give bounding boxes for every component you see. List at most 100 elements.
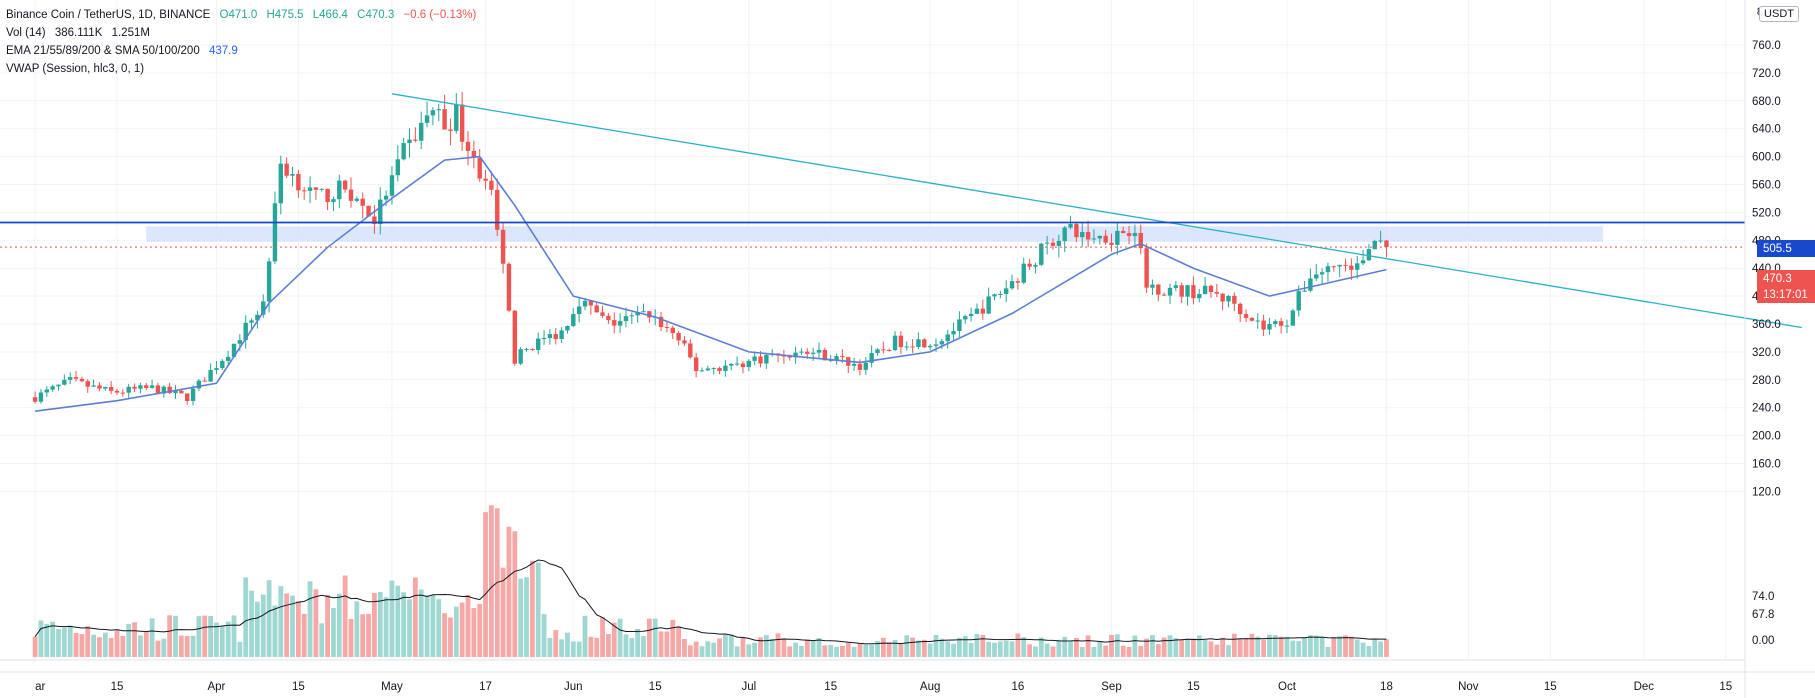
volume-bar xyxy=(1331,636,1337,657)
candle-body xyxy=(805,351,810,354)
volume-bar xyxy=(301,613,307,657)
candle-body xyxy=(354,198,360,201)
candle-body xyxy=(108,386,114,391)
candle-body xyxy=(536,338,541,351)
volume-bar xyxy=(904,635,910,657)
volume-bar xyxy=(178,635,184,657)
candle-body xyxy=(1290,310,1296,326)
candle-body xyxy=(1185,285,1190,297)
volume-bar xyxy=(629,638,635,657)
last-price-tag: 470.3 xyxy=(1757,270,1815,287)
candle-body xyxy=(875,349,880,354)
resistance-zone xyxy=(146,226,1603,242)
volume-bars xyxy=(32,505,1389,657)
candle-body xyxy=(272,203,278,262)
candle-body xyxy=(887,349,892,351)
volume-bar xyxy=(1173,638,1179,657)
volume-bar xyxy=(161,638,167,657)
time-tick-label: 16 xyxy=(1012,681,1025,693)
candle-body xyxy=(436,109,441,111)
volume-bar xyxy=(290,595,295,657)
legend-symbol[interactable]: Binance Coin / TetherUS, 1D, BINANCE xyxy=(6,9,211,21)
volume-bar xyxy=(32,636,38,657)
candle-body xyxy=(898,335,904,348)
volume-bar xyxy=(1079,646,1085,657)
volume-bar xyxy=(489,505,494,657)
time-tick-label: 15 xyxy=(649,681,662,693)
volume-bar xyxy=(910,637,915,657)
candle-body xyxy=(44,389,49,393)
candle-body xyxy=(781,355,787,357)
candle-body xyxy=(810,352,816,354)
volume-bar xyxy=(1044,643,1050,657)
volume-bar xyxy=(582,615,588,657)
volume-bar xyxy=(372,592,377,657)
volume-bar xyxy=(1313,635,1319,657)
volume-bar xyxy=(769,639,775,657)
volume-bar xyxy=(793,642,798,657)
volume-bar xyxy=(524,577,529,657)
candle-body xyxy=(787,356,792,358)
volume-bar xyxy=(412,577,418,657)
candles xyxy=(32,91,1389,406)
volume-bar xyxy=(1237,638,1243,657)
volume-bar xyxy=(1150,635,1155,657)
legend-volume-row[interactable]: Vol (14) 386.111K 1.251M xyxy=(6,24,476,42)
candle-body xyxy=(524,348,529,350)
volume-bar xyxy=(787,646,793,657)
legend-low: L466.4 xyxy=(312,9,348,21)
volume-bar xyxy=(822,645,828,657)
candle-body xyxy=(185,393,190,402)
candle-body xyxy=(1331,266,1336,268)
candle-body xyxy=(495,189,500,230)
volume-bar xyxy=(576,641,582,657)
legend-high: H475.5 xyxy=(266,9,304,21)
candle-body xyxy=(1015,281,1021,283)
volume-bar xyxy=(1038,637,1044,657)
candle-body xyxy=(155,385,161,394)
candle-body xyxy=(138,385,143,389)
legend-change: −0.6 (−0.13%) xyxy=(403,9,477,21)
legend-vwap-row[interactable]: VWAP (Session, hlc3, 0, 1) xyxy=(6,60,476,78)
volume-bar xyxy=(734,646,740,657)
candle-body xyxy=(986,296,991,314)
candle-body xyxy=(1156,284,1161,295)
volume-bar xyxy=(658,631,664,657)
candle-body xyxy=(951,330,956,335)
time-tick-label: Jun xyxy=(564,681,583,693)
volume-bar xyxy=(1290,640,1296,657)
candle-body xyxy=(612,320,617,326)
volume-bar xyxy=(278,586,284,657)
volume-bar xyxy=(377,591,383,657)
volume-bar xyxy=(395,585,401,657)
candle-body xyxy=(220,360,225,369)
candle-body xyxy=(980,308,985,314)
candle-body xyxy=(231,343,237,357)
volume-bar xyxy=(500,567,506,657)
candle-body xyxy=(1138,232,1143,249)
candle-body xyxy=(1144,248,1149,288)
candle-body xyxy=(79,378,85,382)
candle-body xyxy=(506,263,512,311)
volume-bar xyxy=(857,642,863,657)
candle-body xyxy=(693,357,699,372)
legend-open: O471.0 xyxy=(219,9,258,21)
volume-bar xyxy=(354,601,360,657)
candle-body xyxy=(97,385,102,389)
candle-body xyxy=(565,326,570,331)
resistance-zone-rect xyxy=(146,226,1603,242)
candle-body xyxy=(459,104,465,142)
candle-body xyxy=(904,346,909,348)
time-tick-label: 15 xyxy=(111,681,124,693)
candle-body xyxy=(892,335,898,351)
volume-bar xyxy=(483,512,488,657)
legend-ema-row[interactable]: EMA 21/55/89/200 & SMA 50/100/200 437.9 xyxy=(6,42,476,60)
volume-bar xyxy=(1255,636,1261,657)
volume-bar xyxy=(992,642,997,657)
currency-badge[interactable]: USDT xyxy=(1759,6,1799,22)
volume-bar xyxy=(67,625,73,657)
volume-bar xyxy=(1027,644,1032,657)
volume-bar xyxy=(208,615,213,657)
volume-bar xyxy=(1384,639,1389,657)
